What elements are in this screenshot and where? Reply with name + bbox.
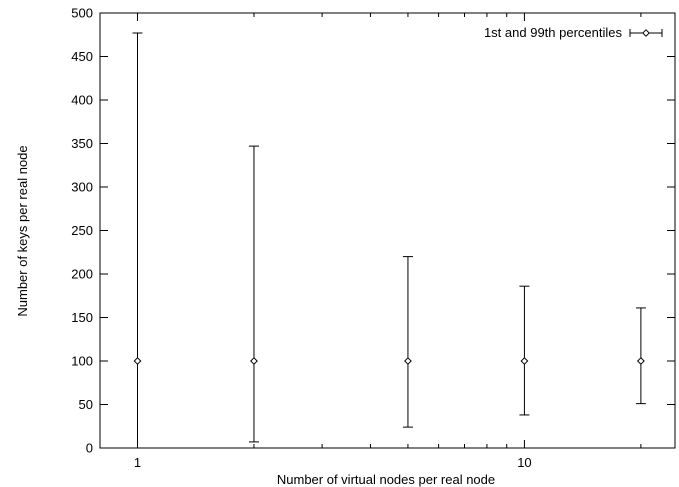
data-point (404, 357, 412, 365)
y-tick-label: 50 (79, 397, 93, 412)
legend-label: 1st and 99th percentiles (484, 25, 623, 40)
y-tick-label: 500 (71, 6, 93, 21)
data-point (636, 357, 645, 365)
legend: 1st and 99th percentiles (484, 25, 663, 40)
y-tick-label: 0 (86, 441, 93, 456)
series (132, 32, 646, 449)
y-tick-label: 200 (71, 267, 93, 282)
y-tick-label: 250 (71, 223, 93, 238)
legend-sample (629, 29, 663, 37)
data-point (133, 357, 142, 365)
y-tick-label: 300 (71, 180, 93, 195)
data-point (250, 357, 258, 365)
y-tick-label: 400 (71, 93, 93, 108)
y-tick-label: 350 (71, 136, 93, 151)
y-tick-label: 450 (71, 49, 93, 64)
x-tick-label: 1 (134, 455, 141, 470)
x-axis: 1 10 (134, 13, 642, 470)
y-tick-label: 100 (71, 354, 93, 369)
y-axis-title: Number of keys per real node (15, 145, 30, 316)
x-tick-label: 10 (517, 455, 531, 470)
legend-marker (642, 29, 650, 37)
y-axis: 0 50 100 150 200 250 300 350 400 450 500 (71, 6, 675, 456)
plot-frame (99, 12, 676, 449)
y-tick-label: 150 (71, 310, 93, 325)
plot-border (99, 12, 676, 449)
data-point (520, 357, 529, 365)
x-axis-title: Number of virtual nodes per real node (277, 472, 495, 487)
